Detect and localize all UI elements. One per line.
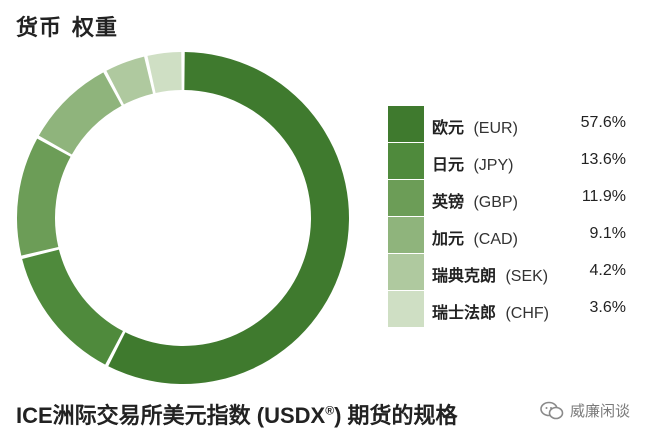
- legend-value-sek: 4.2%: [589, 262, 626, 279]
- chart-legend: 欧元 (EUR) 57.6% 日元 (JPY) 13.6% 英镑 (GBP) 11.9% 加…: [388, 106, 648, 328]
- legend-label-zh: 日元: [432, 157, 465, 174]
- donut-slice-cad: [38, 72, 122, 155]
- legend-swatch-sek: [388, 254, 424, 290]
- watermark: 威廉闲谈: [540, 400, 630, 421]
- legend-item-sek: 瑞典克朗 (SEK) 4.2%: [388, 254, 648, 291]
- footer-text-before: ICE洲际交易所美元指数 (USDX: [16, 403, 326, 428]
- legend-item-cad: 加元 (CAD) 9.1%: [388, 217, 648, 254]
- legend-label-code: (SEK): [501, 268, 549, 285]
- legend-swatch-jpy: [388, 143, 424, 179]
- legend-label-zh: 欧元: [432, 120, 465, 137]
- legend-label-zh: 加元: [432, 231, 465, 248]
- legend-value-chf: 3.6%: [589, 299, 626, 316]
- legend-item-eur: 欧元 (EUR) 57.6%: [388, 106, 648, 143]
- legend-item-chf: 瑞士法郎 (CHF) 3.6%: [388, 291, 648, 328]
- legend-label-sek: 瑞典克朗 (SEK): [432, 262, 548, 286]
- donut-slice-chf: [147, 52, 182, 93]
- legend-label-eur: 欧元 (EUR): [432, 114, 518, 138]
- legend-swatch-cad: [388, 217, 424, 253]
- legend-label-zh: 英镑: [432, 194, 465, 211]
- registered-mark: ®: [325, 403, 335, 418]
- legend-label-zh: 瑞典克朗: [432, 268, 497, 285]
- title-part1: 货币: [16, 15, 63, 40]
- legend-swatch-chf: [388, 291, 424, 327]
- title-part2: 权重: [72, 15, 119, 40]
- footer-caption: ICE洲际交易所美元指数 (USDX®) 期货的规格: [16, 398, 458, 430]
- legend-value-gbp: 11.9%: [581, 188, 626, 205]
- legend-label-code: (EUR): [469, 120, 518, 137]
- legend-value-jpy: 13.6%: [580, 151, 626, 168]
- legend-label-jpy: 日元 (JPY): [432, 151, 513, 175]
- legend-label-zh: 瑞士法郎: [432, 305, 497, 322]
- legend-value-cad: 9.1%: [589, 225, 626, 242]
- legend-swatch-gbp: [388, 180, 424, 216]
- donut-slice-sek: [106, 56, 153, 105]
- donut-chart: [16, 52, 349, 384]
- legend-label-code: (GBP): [469, 194, 518, 211]
- chart-title: 货币 权重: [16, 10, 118, 42]
- donut-slice-jpy: [22, 249, 123, 365]
- legend-label-gbp: 英镑 (GBP): [432, 188, 518, 212]
- legend-item-jpy: 日元 (JPY) 13.6%: [388, 143, 648, 180]
- legend-label-cad: 加元 (CAD): [432, 225, 518, 249]
- legend-label-code: (CHF): [501, 305, 549, 322]
- legend-value-eur: 57.6%: [580, 114, 626, 131]
- legend-swatch-eur: [388, 106, 424, 142]
- legend-label-chf: 瑞士法郎 (CHF): [432, 299, 549, 323]
- donut-slice-gbp: [16, 138, 71, 256]
- donut-slice-eur: [108, 52, 349, 384]
- footer-text-after: ) 期货的规格: [334, 403, 458, 428]
- watermark-text: 威廉闲谈: [569, 403, 630, 420]
- legend-item-gbp: 英镑 (GBP) 11.9%: [388, 180, 648, 217]
- wechat-icon: [540, 401, 564, 421]
- legend-label-code: (CAD): [469, 231, 518, 248]
- legend-label-code: (JPY): [469, 157, 514, 174]
